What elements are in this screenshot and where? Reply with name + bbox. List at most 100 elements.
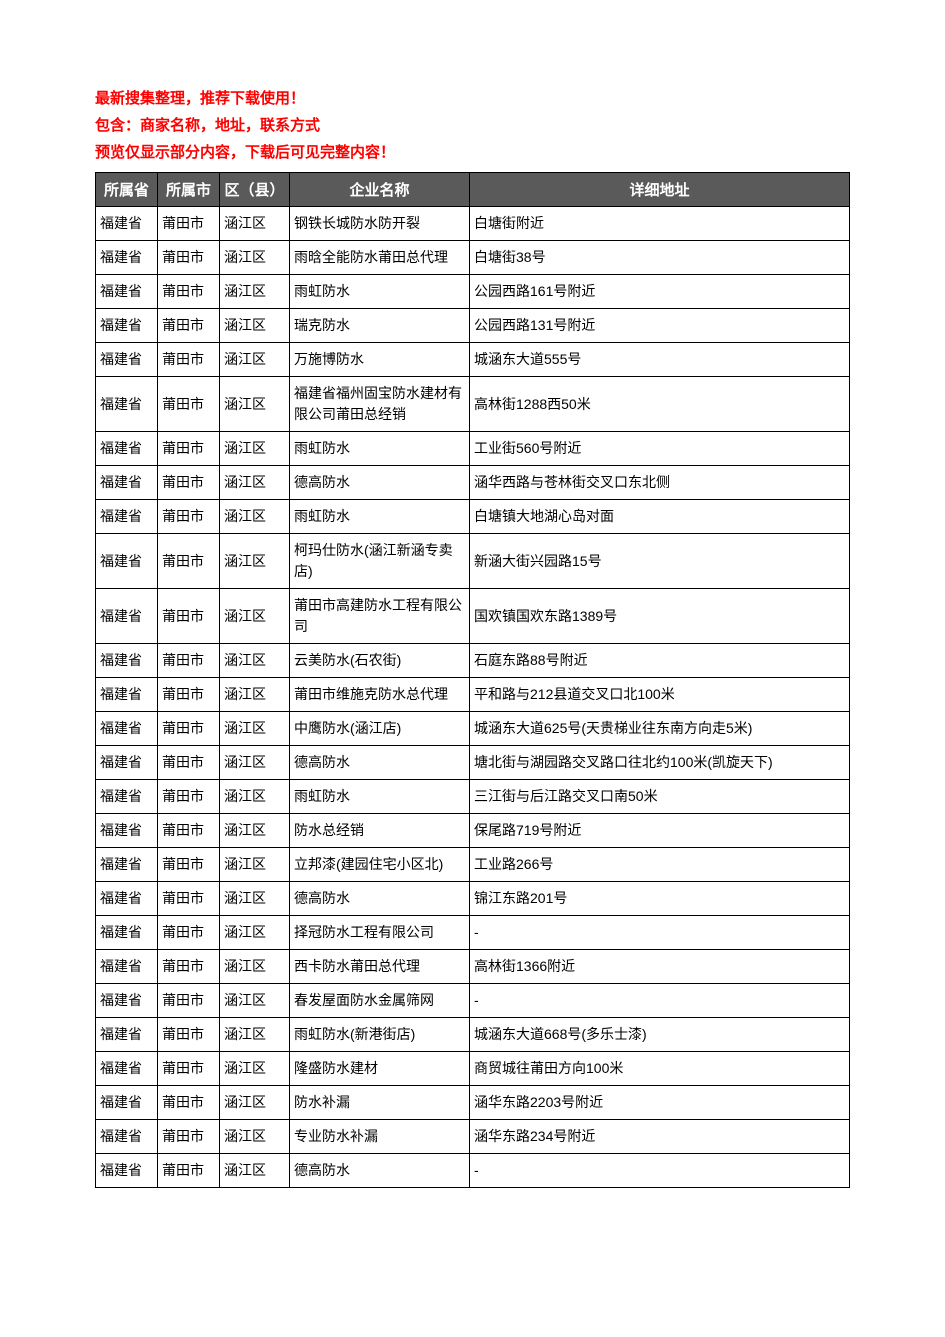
cell-city: 莆田市 xyxy=(158,950,220,984)
table-body: 福建省莆田市涵江区钢铁长城防水防开裂白塘街附近福建省莆田市涵江区雨晗全能防水莆田… xyxy=(96,207,850,1188)
cell-city: 莆田市 xyxy=(158,916,220,950)
cell-address: 白塘镇大地湖心岛对面 xyxy=(470,500,850,534)
cell-district: 涵江区 xyxy=(220,377,290,432)
cell-name: 春发屋面防水金属筛网 xyxy=(290,984,470,1018)
cell-name: 雨虹防水(新港街店) xyxy=(290,1018,470,1052)
cell-province: 福建省 xyxy=(96,814,158,848)
table-row: 福建省莆田市涵江区德高防水- xyxy=(96,1154,850,1188)
cell-province: 福建省 xyxy=(96,275,158,309)
table-row: 福建省莆田市涵江区防水总经销保尾路719号附近 xyxy=(96,814,850,848)
cell-address: 三江街与后江路交叉口南50米 xyxy=(470,780,850,814)
cell-name: 德高防水 xyxy=(290,466,470,500)
cell-city: 莆田市 xyxy=(158,534,220,589)
cell-name: 云美防水(石农街) xyxy=(290,644,470,678)
cell-district: 涵江区 xyxy=(220,343,290,377)
cell-district: 涵江区 xyxy=(220,1120,290,1154)
cell-city: 莆田市 xyxy=(158,1120,220,1154)
table-row: 福建省莆田市涵江区西卡防水莆田总代理高林街1366附近 xyxy=(96,950,850,984)
cell-address: 石庭东路88号附近 xyxy=(470,644,850,678)
header-province: 所属省 xyxy=(96,173,158,207)
cell-district: 涵江区 xyxy=(220,207,290,241)
cell-address: 高林街1288西50米 xyxy=(470,377,850,432)
table-row: 福建省莆田市涵江区雨虹防水工业街560号附近 xyxy=(96,432,850,466)
cell-city: 莆田市 xyxy=(158,1086,220,1120)
table-row: 福建省莆田市涵江区雨虹防水(新港街店)城涵东大道668号(多乐士漆) xyxy=(96,1018,850,1052)
cell-address: 城涵东大道555号 xyxy=(470,343,850,377)
cell-name: 莆田市维施克防水总代理 xyxy=(290,678,470,712)
cell-province: 福建省 xyxy=(96,589,158,644)
cell-city: 莆田市 xyxy=(158,1154,220,1188)
cell-district: 涵江区 xyxy=(220,466,290,500)
cell-city: 莆田市 xyxy=(158,746,220,780)
cell-district: 涵江区 xyxy=(220,500,290,534)
cell-province: 福建省 xyxy=(96,241,158,275)
table-row: 福建省莆田市涵江区雨虹防水公园西路161号附近 xyxy=(96,275,850,309)
cell-name: 雨虹防水 xyxy=(290,432,470,466)
cell-name: 立邦漆(建园住宅小区北) xyxy=(290,848,470,882)
header-name: 企业名称 xyxy=(290,173,470,207)
cell-district: 涵江区 xyxy=(220,644,290,678)
table-row: 福建省莆田市涵江区立邦漆(建园住宅小区北)工业路266号 xyxy=(96,848,850,882)
cell-address: 锦江东路201号 xyxy=(470,882,850,916)
cell-district: 涵江区 xyxy=(220,882,290,916)
cell-address: 公园西路161号附近 xyxy=(470,275,850,309)
header-district: 区（县） xyxy=(220,173,290,207)
cell-province: 福建省 xyxy=(96,1086,158,1120)
table-row: 福建省莆田市涵江区莆田市维施克防水总代理平和路与212县道交叉口北100米 xyxy=(96,678,850,712)
cell-address: 平和路与212县道交叉口北100米 xyxy=(470,678,850,712)
cell-address: 工业街560号附近 xyxy=(470,432,850,466)
cell-city: 莆田市 xyxy=(158,984,220,1018)
cell-province: 福建省 xyxy=(96,1120,158,1154)
cell-name: 择冠防水工程有限公司 xyxy=(290,916,470,950)
cell-city: 莆田市 xyxy=(158,309,220,343)
cell-city: 莆田市 xyxy=(158,589,220,644)
table-row: 福建省莆田市涵江区雨晗全能防水莆田总代理白塘街38号 xyxy=(96,241,850,275)
table-row: 福建省莆田市涵江区雨虹防水白塘镇大地湖心岛对面 xyxy=(96,500,850,534)
cell-province: 福建省 xyxy=(96,466,158,500)
cell-district: 涵江区 xyxy=(220,1086,290,1120)
table-row: 福建省莆田市涵江区雨虹防水三江街与后江路交叉口南50米 xyxy=(96,780,850,814)
cell-name: 防水总经销 xyxy=(290,814,470,848)
cell-name: 德高防水 xyxy=(290,882,470,916)
table-row: 福建省莆田市涵江区中鹰防水(涵江店)城涵东大道625号(天贵梯业往东南方向走5米… xyxy=(96,712,850,746)
cell-city: 莆田市 xyxy=(158,644,220,678)
cell-province: 福建省 xyxy=(96,500,158,534)
table-row: 福建省莆田市涵江区德高防水涵华西路与苍林街交叉口东北侧 xyxy=(96,466,850,500)
cell-name: 防水补漏 xyxy=(290,1086,470,1120)
cell-district: 涵江区 xyxy=(220,309,290,343)
cell-province: 福建省 xyxy=(96,848,158,882)
table-row: 福建省莆田市涵江区瑞克防水公园西路131号附近 xyxy=(96,309,850,343)
intro-line-2: 包含：商家名称，地址，联系方式 xyxy=(95,112,850,139)
cell-district: 涵江区 xyxy=(220,432,290,466)
cell-name: 中鹰防水(涵江店) xyxy=(290,712,470,746)
cell-address: 新涵大街兴园路15号 xyxy=(470,534,850,589)
cell-province: 福建省 xyxy=(96,309,158,343)
cell-address: - xyxy=(470,1154,850,1188)
cell-city: 莆田市 xyxy=(158,377,220,432)
cell-province: 福建省 xyxy=(96,432,158,466)
cell-district: 涵江区 xyxy=(220,1052,290,1086)
document-page: 最新搜集整理，推荐下载使用！ 包含：商家名称，地址，联系方式 预览仅显示部分内容… xyxy=(0,0,945,1268)
cell-address: 涵华西路与苍林街交叉口东北侧 xyxy=(470,466,850,500)
header-city: 所属市 xyxy=(158,173,220,207)
cell-address: 工业路266号 xyxy=(470,848,850,882)
cell-name: 雨晗全能防水莆田总代理 xyxy=(290,241,470,275)
cell-name: 雨虹防水 xyxy=(290,780,470,814)
cell-city: 莆田市 xyxy=(158,432,220,466)
cell-province: 福建省 xyxy=(96,984,158,1018)
cell-district: 涵江区 xyxy=(220,916,290,950)
cell-province: 福建省 xyxy=(96,644,158,678)
cell-district: 涵江区 xyxy=(220,712,290,746)
cell-address: - xyxy=(470,916,850,950)
header-address: 详细地址 xyxy=(470,173,850,207)
cell-province: 福建省 xyxy=(96,916,158,950)
table-row: 福建省莆田市涵江区万施博防水城涵东大道555号 xyxy=(96,343,850,377)
cell-address: 国欢镇国欢东路1389号 xyxy=(470,589,850,644)
cell-province: 福建省 xyxy=(96,712,158,746)
cell-name: 雨虹防水 xyxy=(290,275,470,309)
cell-address: 保尾路719号附近 xyxy=(470,814,850,848)
table-row: 福建省莆田市涵江区择冠防水工程有限公司- xyxy=(96,916,850,950)
cell-name: 隆盛防水建材 xyxy=(290,1052,470,1086)
cell-district: 涵江区 xyxy=(220,780,290,814)
cell-city: 莆田市 xyxy=(158,882,220,916)
